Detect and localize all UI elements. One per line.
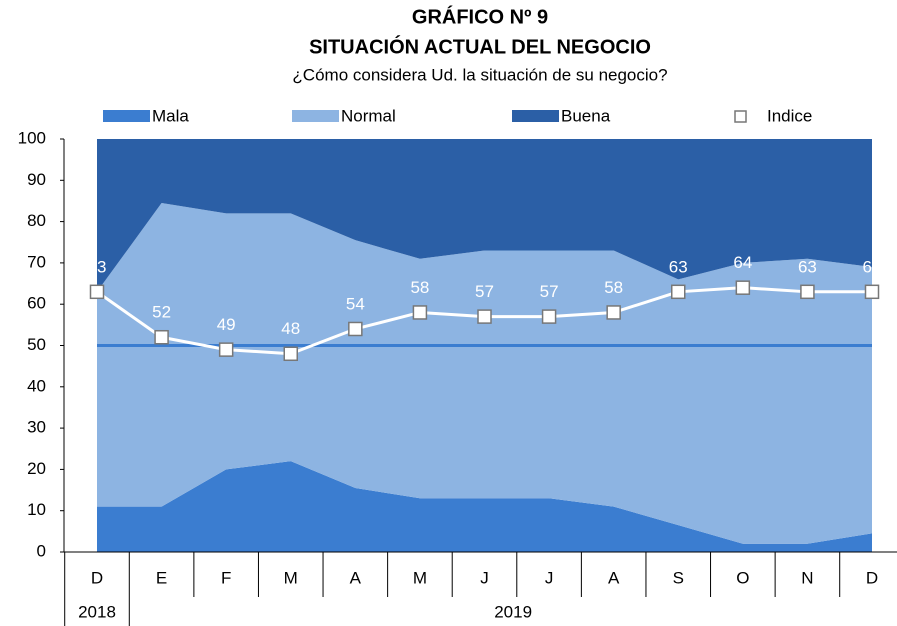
x-tick-label: A [608,568,620,587]
x-tick-label: D [91,568,103,587]
index-marker [477,309,492,324]
x-group-label: 2018 [78,602,116,621]
y-tick-label: 20 [27,459,46,478]
x-tick-label: S [673,568,684,587]
legend-swatch [103,110,150,122]
index-marker [412,305,428,320]
y-tick-label: 40 [27,376,46,395]
x-tick-label: O [736,568,749,587]
index-marker [671,284,686,300]
y-tick-label: 30 [27,418,46,437]
data-label: 49 [217,315,236,334]
area [97,461,872,552]
x-tick-label: M [413,568,427,587]
legend-marker [734,110,747,123]
x-group-label: 2019 [494,602,532,621]
area [97,139,872,292]
data-label: 48 [281,319,300,338]
index-marker [541,309,557,324]
x-tick-label: M [284,568,298,587]
data-label: 63 [798,257,817,276]
y-tick-label: 50 [27,335,46,354]
legend-label: Normal [341,106,396,125]
chart-question: ¿Cómo considera Ud. la situación de su n… [292,65,667,84]
legend-label: Indice [767,106,812,125]
x-tick-label: A [350,568,362,587]
data-label: 63 [88,257,107,276]
index-marker [800,284,815,300]
data-label: 64 [733,253,752,272]
legend-label: Mala [152,106,189,125]
x-tick-label: E [156,568,167,587]
data-label: 58 [604,278,623,297]
y-tick-label: 90 [27,170,46,189]
data-label: 54 [346,294,365,313]
data-label: 58 [410,278,429,297]
y-tick-label: 80 [27,211,46,230]
y-tick-label: 100 [18,128,46,147]
x-tick-label: J [480,568,489,587]
chart-subtitle: SITUACIÓN ACTUAL DEL NEGOCIO [309,34,651,58]
index-marker [864,284,880,300]
data-label: 63 [863,257,882,276]
chart-title: GRÁFICO Nº 9 [412,5,548,28]
index-marker [606,305,621,320]
data-label: 63 [669,257,688,276]
y-tick-label: 0 [37,541,46,560]
index-marker [218,342,234,357]
x-tick-label: N [801,568,813,587]
index-marker [154,329,169,345]
x-tick-label: J [545,568,554,587]
x-tick-label: D [866,568,878,587]
y-tick-label: 60 [27,294,46,313]
legend-label: Buena [561,106,611,125]
legend-swatch [292,110,339,122]
index-marker [89,284,105,300]
data-label: 57 [475,282,494,301]
index-marker [735,280,751,295]
index-marker [348,321,363,337]
data-label: 57 [540,282,559,301]
x-tick-label: F [221,568,231,587]
data-label: 52 [152,303,171,322]
y-tick-label: 10 [27,500,46,519]
y-tick-label: 70 [27,252,46,271]
legend-swatch [512,110,559,122]
index-marker [283,346,298,362]
